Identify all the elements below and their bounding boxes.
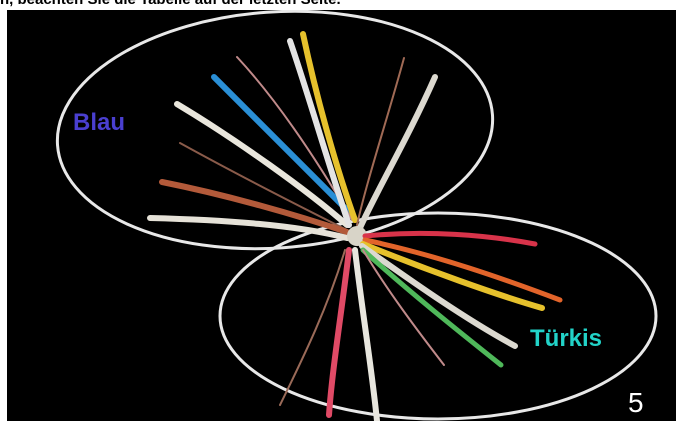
page-number: 5 (628, 387, 644, 418)
lower-wires (279, 230, 563, 421)
white-wire (352, 247, 380, 421)
white-wire (147, 215, 350, 241)
blue-wire (211, 74, 355, 218)
yellow-wire (300, 31, 358, 223)
green-wire (360, 247, 504, 368)
wire-illustration (55, 10, 658, 421)
white-wire (287, 38, 352, 228)
turquoise-group-label: Türkis (530, 325, 603, 352)
header-strip: n, beachten Sie die Tabelle auf der letz… (0, 0, 683, 10)
blue-group-label: Blau (73, 109, 126, 136)
thin-pink-wire (362, 249, 445, 366)
red-wire (326, 247, 352, 418)
turquoise-group-ellipse (218, 211, 658, 421)
white-wire (359, 243, 518, 349)
thin-brown-wire (279, 249, 346, 406)
brown-wire (159, 179, 350, 235)
thin-brown-wire (356, 57, 405, 226)
white-wire (356, 74, 438, 233)
upper-wires (147, 31, 438, 241)
orange-wire (362, 237, 563, 303)
red-wire (362, 230, 538, 247)
wire-bundle-photo: Blau Türkis 5 (7, 10, 676, 421)
header-text: n, beachten Sie die Tabelle auf der letz… (0, 0, 341, 9)
bundle-center (347, 226, 367, 246)
yellow-wire (360, 241, 545, 311)
white-wire (174, 101, 350, 228)
thin-brown-wire (179, 142, 348, 231)
blue-group-ellipse (55, 10, 495, 251)
